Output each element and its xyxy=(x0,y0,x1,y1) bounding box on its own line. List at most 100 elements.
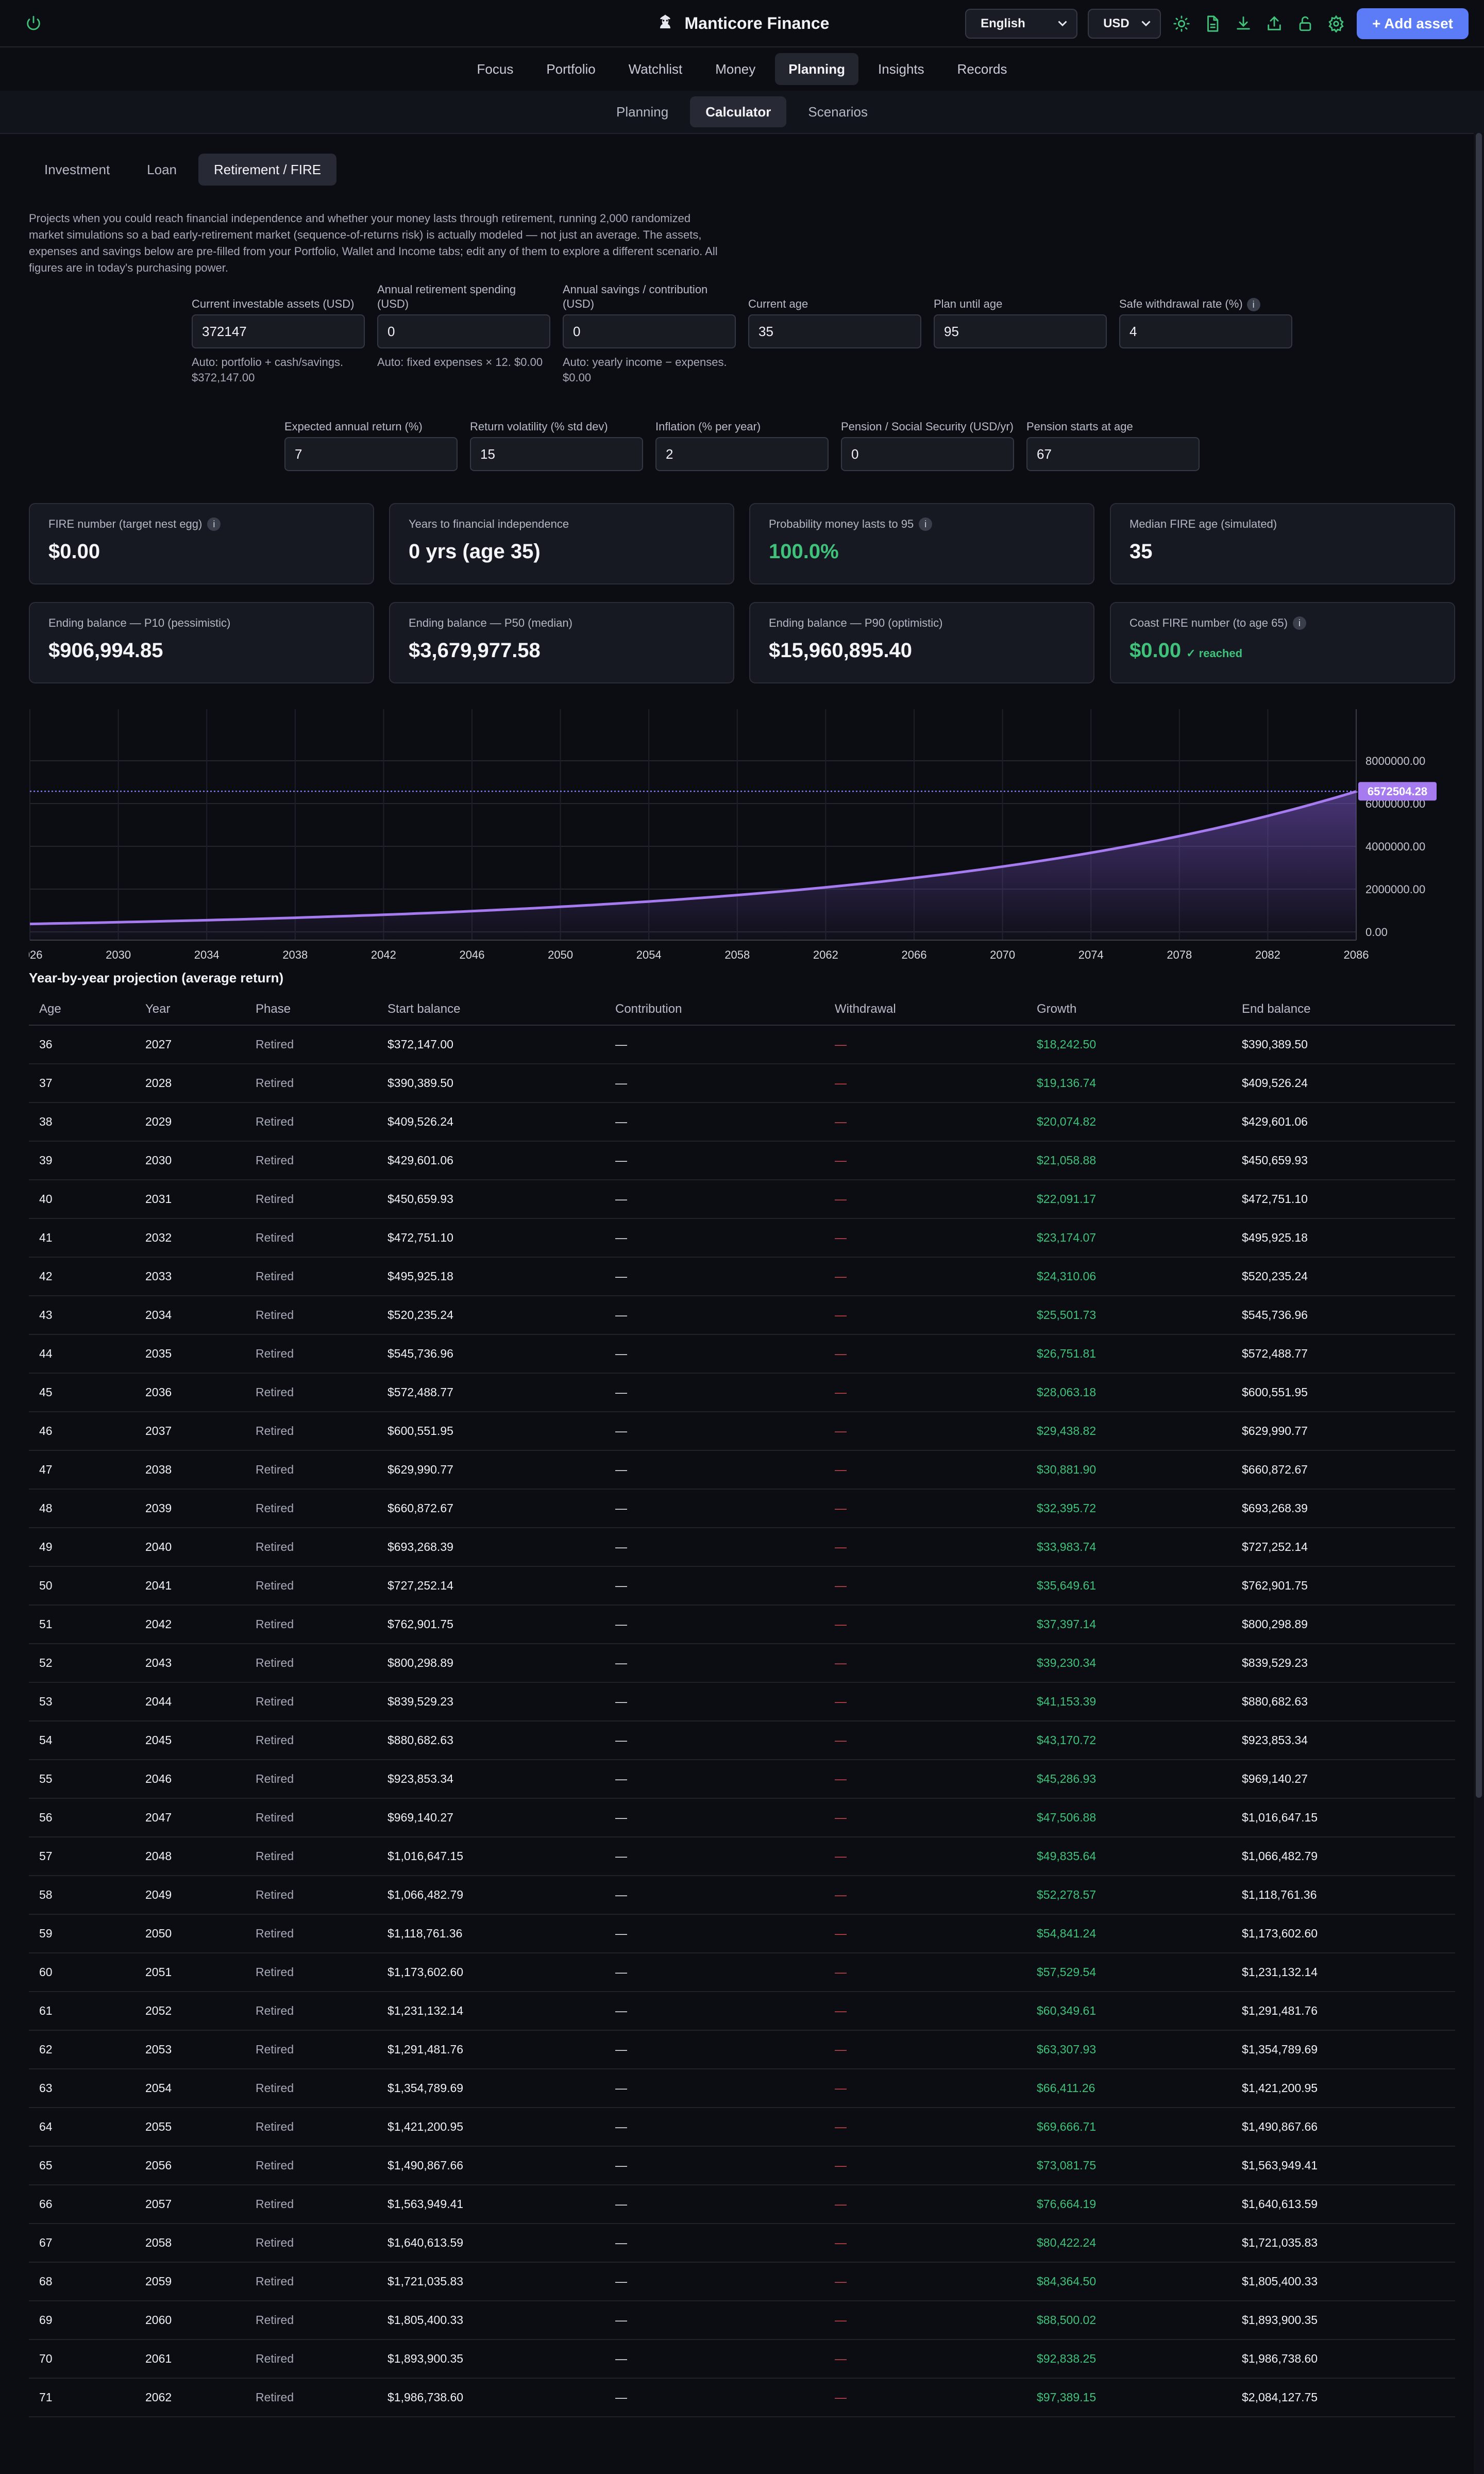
table-row: 60 2051 Retired $1,173,602.60— — $57,529.54 $1… xyxy=(29,1953,1455,1992)
cell-contribution: — xyxy=(605,1257,824,1296)
inflation-field-group: Inflation (% per year) 2 xyxy=(655,408,829,471)
gear-icon xyxy=(1328,15,1344,32)
brand: Manticore Finance xyxy=(0,0,1484,46)
cell-growth: $33,983.74 xyxy=(1026,1528,1232,1567)
pension-age-input[interactable]: 67 xyxy=(1026,437,1200,471)
tab-planning[interactable]: Planning xyxy=(775,53,859,85)
calc-tab-retirement-fire[interactable]: Retirement / FIRE xyxy=(198,154,337,186)
cell-phase: Retired xyxy=(245,2146,377,2185)
p10-value: $906,994.85 xyxy=(48,639,163,662)
cell-withdrawal: — xyxy=(824,1798,1026,1837)
cell-phase: Retired xyxy=(245,1682,377,1721)
cell-phase: Retired xyxy=(245,1914,377,1953)
lock-button[interactable] xyxy=(1295,13,1316,34)
cell-contribution: — xyxy=(605,1489,824,1528)
tab-watchlist[interactable]: Watchlist xyxy=(628,61,683,77)
cell-age: 71 xyxy=(29,2378,135,2417)
assets-input[interactable]: 372147 xyxy=(192,314,365,348)
plan-until-input[interactable]: 95 xyxy=(934,314,1107,348)
cell-age: 69 xyxy=(29,2301,135,2340)
tab-focus[interactable]: Focus xyxy=(477,61,514,77)
info-icon[interactable]: i xyxy=(207,517,221,531)
swr-input[interactable]: 4 xyxy=(1119,314,1292,348)
subtab-scenarios[interactable]: Scenarios xyxy=(808,104,868,120)
info-icon[interactable]: i xyxy=(919,517,933,531)
page-scrollbar[interactable] xyxy=(1474,133,1484,2474)
power-icon[interactable] xyxy=(25,14,42,32)
cell-age: 56 xyxy=(29,1798,135,1837)
cell-end-balance: $1,421,200.95 xyxy=(1232,2069,1455,2108)
table-row: 57 2048 Retired $1,016,647.15— — $49,835.64 $1… xyxy=(29,1837,1455,1876)
cell-age: 50 xyxy=(29,1566,135,1606)
cell-age: 63 xyxy=(29,2069,135,2108)
pension-input[interactable]: 0 xyxy=(841,437,1014,471)
upload-icon xyxy=(1268,16,1281,30)
inflation-input[interactable]: 2 xyxy=(655,437,829,471)
cell-growth: $20,074.82 xyxy=(1026,1102,1232,1142)
cell-year: 2051 xyxy=(135,1953,245,1992)
cell-end-balance: $450,659.93 xyxy=(1232,1141,1455,1180)
report-button[interactable] xyxy=(1202,13,1223,34)
cell-year: 2039 xyxy=(135,1489,245,1528)
spending-input[interactable]: 0 xyxy=(377,314,550,348)
x-tick-label: 2054 xyxy=(636,948,662,961)
cell-phase: Retired xyxy=(245,1102,377,1142)
subtab-planning[interactable]: Planning xyxy=(616,104,669,120)
cell-contribution: — xyxy=(605,1025,824,1064)
document-icon xyxy=(1207,15,1219,32)
series-area xyxy=(30,791,1356,940)
cell-withdrawal: — xyxy=(824,1180,1026,1219)
info-icon[interactable]: i xyxy=(1246,298,1260,311)
cell-contribution: — xyxy=(605,1798,824,1837)
tab-portfolio[interactable]: Portfolio xyxy=(546,61,596,77)
tab-insights[interactable]: Insights xyxy=(878,61,924,77)
table-row: 37 2028 Retired $390,389.50— — $19,136.74 $409… xyxy=(29,1064,1455,1103)
x-tick-label: 2026 xyxy=(29,948,42,961)
cell-year: 2053 xyxy=(135,2030,245,2069)
col-age: Age xyxy=(29,994,135,1026)
x-tick-label: 2082 xyxy=(1255,948,1280,961)
upload-button[interactable] xyxy=(1264,13,1285,34)
y-tick-label: 8000000.00 xyxy=(1365,755,1425,767)
current-age-input[interactable]: 35 xyxy=(748,314,921,348)
language-select[interactable]: English xyxy=(965,9,1078,39)
savings-input[interactable]: 0 xyxy=(563,314,736,348)
table-row: 51 2042 Retired $762,901.75— — $37,397.14 $800… xyxy=(29,1605,1455,1644)
cell-year: 2028 xyxy=(135,1064,245,1103)
settings-button[interactable] xyxy=(1326,13,1346,34)
calc-tab-investment[interactable]: Investment xyxy=(44,161,110,177)
currency-select[interactable]: USD xyxy=(1088,9,1161,39)
return-input[interactable]: 7 xyxy=(284,437,458,471)
volatility-input[interactable]: 15 xyxy=(470,437,643,471)
table-row: 68 2059 Retired $1,721,035.83— — $84,364.50 $1… xyxy=(29,2262,1455,2301)
info-icon[interactable]: i xyxy=(1292,616,1306,630)
return-field-group: Expected annual return (%) 7 xyxy=(284,408,458,471)
cell-start-balance: $495,925.18 xyxy=(377,1257,605,1296)
table-row: 55 2046 Retired $923,853.34— — $45,286.93 $969… xyxy=(29,1760,1455,1799)
theme-toggle-button[interactable] xyxy=(1171,13,1192,34)
table-row: 38 2029 Retired $409,526.24— — $20,074.82 $429… xyxy=(29,1102,1455,1142)
download-button[interactable] xyxy=(1233,13,1254,34)
tab-records[interactable]: Records xyxy=(957,61,1007,77)
cell-withdrawal: — xyxy=(824,1489,1026,1528)
calc-tab-loan[interactable]: Loan xyxy=(147,161,177,177)
cell-age: 41 xyxy=(29,1218,135,1258)
cell-year: 2029 xyxy=(135,1102,245,1142)
cell-age: 38 xyxy=(29,1102,135,1142)
cell-growth: $23,174.07 xyxy=(1026,1218,1232,1258)
cell-growth: $60,349.61 xyxy=(1026,1992,1232,2031)
scrollbar-thumb[interactable] xyxy=(1476,133,1482,1798)
add-asset-button[interactable]: + Add asset xyxy=(1357,8,1469,39)
cell-growth: $35,649.61 xyxy=(1026,1566,1232,1606)
cell-start-balance: $572,488.77 xyxy=(377,1373,605,1412)
table-row: 69 2060 Retired $1,805,400.33— — $88,500.02 $1… xyxy=(29,2301,1455,2340)
cell-age: 67 xyxy=(29,2224,135,2263)
col-end-balance: End balance xyxy=(1232,994,1455,1026)
tab-money[interactable]: Money xyxy=(715,61,756,77)
cell-year: 2050 xyxy=(135,1914,245,1953)
cell-contribution: — xyxy=(605,2339,824,2379)
cell-growth: $49,835.64 xyxy=(1026,1837,1232,1876)
subtab-calculator[interactable]: Calculator xyxy=(690,96,787,127)
table-row: 42 2033 Retired $495,925.18— — $24,310.06 $520… xyxy=(29,1257,1455,1296)
cell-year: 2046 xyxy=(135,1760,245,1799)
